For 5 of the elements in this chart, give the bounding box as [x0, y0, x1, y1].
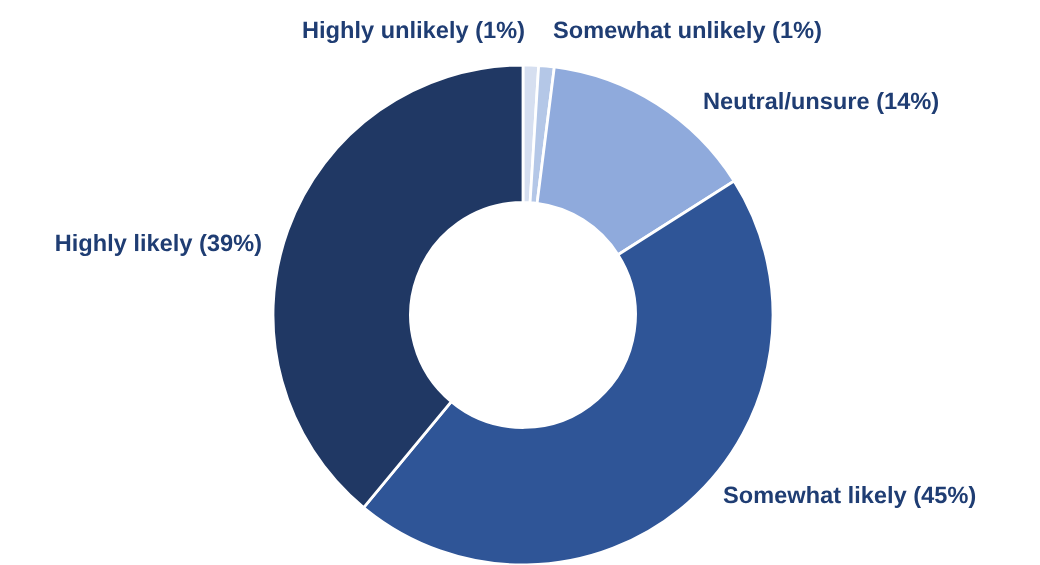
slice-label: Somewhat unlikely (1%) — [553, 21, 821, 43]
slice-label: Somewhat likely (45%) — [723, 485, 976, 508]
slice-label: Highly unlikely (1%) — [303, 20, 524, 44]
slice-label: Highly likely (39%) — [56, 233, 261, 257]
slice-label: Neutral/unsure (14%) — [704, 92, 938, 114]
